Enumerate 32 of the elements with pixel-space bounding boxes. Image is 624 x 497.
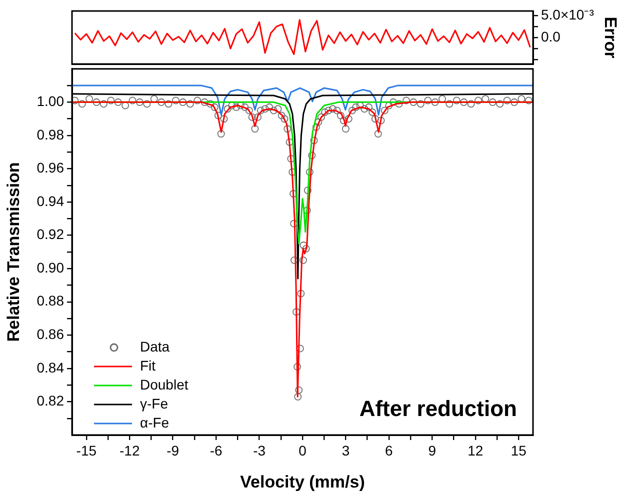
x-tick-label: 9: [428, 442, 436, 458]
y-axis-title: Relative Transmission: [4, 162, 23, 342]
x-tick-label: -3: [253, 442, 266, 458]
y-tick-label: 0.98: [36, 126, 64, 142]
x-tick-label: -6: [210, 442, 222, 458]
y-tick-label: 0.0: [541, 28, 561, 44]
y-tick-label: 0.94: [36, 192, 64, 209]
x-tick-label: 15: [510, 442, 527, 458]
x-tick-label: -9: [166, 442, 180, 458]
x-axis-title: Velocity (mm/s): [240, 472, 365, 492]
y-tick-label: 0.90: [36, 259, 64, 276]
x-tick-label: 12: [468, 442, 484, 458]
y-tick-label: 0.84: [36, 359, 64, 376]
y-tick-label: 0.88: [36, 292, 64, 309]
y-tick-label: 0.82: [36, 392, 64, 409]
x-tick-label: 6: [385, 442, 394, 458]
legend-label: Fit: [140, 357, 156, 374]
y-tick-label: 5.0×10⁻³: [541, 6, 594, 22]
legend-label: γ-Fe: [140, 395, 168, 412]
y-axis-title: Error: [601, 16, 620, 59]
x-tick-label: 3: [342, 442, 350, 458]
x-tick-label: 0: [298, 442, 307, 458]
legend-label: Data: [140, 338, 170, 354]
y-tick-label: 1.00: [36, 93, 64, 110]
y-tick-label: 0.92: [36, 226, 64, 242]
x-tick-label: -15: [76, 442, 97, 458]
annotation: After reduction: [359, 396, 517, 422]
legend-label: Doublet: [140, 376, 188, 392]
x-tick-label: -12: [120, 442, 140, 458]
y-tick-label: 0.86: [36, 326, 64, 342]
legend-label: α-Fe: [140, 414, 170, 430]
y-tick-label: 0.96: [36, 160, 64, 176]
